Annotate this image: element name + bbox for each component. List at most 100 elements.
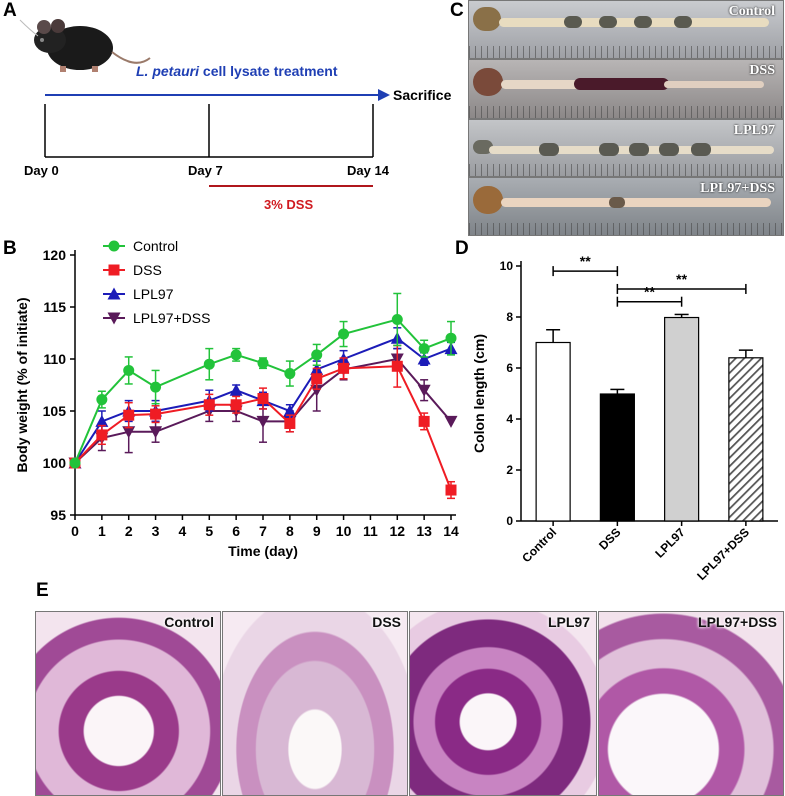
y-tick-label: 2 bbox=[506, 463, 513, 477]
x-tick-label: 6 bbox=[232, 523, 240, 539]
x-tick-label: 12 bbox=[389, 523, 405, 539]
bar bbox=[664, 316, 700, 522]
panel-c-label: C bbox=[450, 0, 464, 21]
legend-label: LPL97+DSS bbox=[133, 310, 210, 326]
x-tick-label: 7 bbox=[259, 523, 267, 539]
data-point bbox=[123, 364, 135, 376]
y-tick-label: 110 bbox=[43, 351, 66, 367]
histology-label-lpl97-dss: LPL97+DSS bbox=[698, 614, 777, 630]
histology-lpl97-dss: LPL97+DSS bbox=[598, 611, 784, 796]
significance-bracket: ** bbox=[616, 284, 683, 307]
strip-label-lpl97-dss: LPL97+DSS bbox=[700, 181, 775, 196]
dss-label: 3% DSS bbox=[264, 197, 314, 212]
data-point bbox=[445, 484, 457, 496]
day-0-label: Day 0 bbox=[24, 163, 59, 178]
data-point bbox=[150, 408, 162, 420]
histology-control: Control bbox=[35, 611, 221, 796]
legend-marker bbox=[107, 287, 121, 300]
y-tick-label: 6 bbox=[506, 361, 513, 375]
data-point bbox=[311, 373, 323, 385]
y-tick-label: 100 bbox=[43, 455, 67, 471]
bar bbox=[599, 393, 635, 522]
strip-label-control: Control bbox=[728, 4, 775, 19]
panel-a-label: A bbox=[3, 0, 17, 21]
significance-label: ** bbox=[676, 271, 687, 287]
panel-d-label: D bbox=[455, 238, 469, 259]
data-point bbox=[96, 394, 108, 406]
data-point bbox=[123, 409, 135, 421]
data-point bbox=[338, 362, 350, 374]
panel-a-timeline bbox=[19, 19, 390, 187]
data-point bbox=[257, 393, 269, 405]
bar bbox=[535, 341, 571, 522]
panel-b-label: B bbox=[3, 238, 17, 259]
treatment-label: L. petauri cell lysate treatment bbox=[136, 63, 338, 79]
data-point bbox=[229, 383, 243, 396]
data-point bbox=[391, 360, 403, 372]
x-tick-label: 5 bbox=[205, 523, 213, 539]
data-point bbox=[203, 358, 215, 370]
legend-item: LPL97+DSS bbox=[103, 310, 210, 326]
y-tick-label: 0 bbox=[506, 514, 513, 528]
legend-item: Control bbox=[103, 238, 178, 254]
y-tick-label: 10 bbox=[500, 259, 514, 273]
timeline-arrow-head bbox=[378, 89, 390, 101]
data-point bbox=[338, 328, 350, 340]
x-tick-label: 2 bbox=[125, 523, 133, 539]
x-tick-label: DSS bbox=[596, 525, 623, 552]
sacrifice-label: Sacrifice bbox=[393, 87, 452, 103]
x-tick-label: 10 bbox=[336, 523, 352, 539]
mouse-icon bbox=[19, 19, 151, 72]
data-point bbox=[444, 415, 458, 428]
significance-bracket: ** bbox=[616, 271, 747, 294]
series-control bbox=[69, 292, 457, 469]
x-tick-label: 9 bbox=[313, 523, 321, 539]
data-point bbox=[284, 417, 296, 429]
data-point bbox=[310, 384, 324, 397]
y-tick-label: 4 bbox=[506, 412, 513, 426]
strip-label-dss: DSS bbox=[749, 63, 775, 78]
legend-marker bbox=[108, 264, 120, 276]
colon-photo-lpl97: LPL97 bbox=[468, 119, 784, 177]
x-tick-label: 11 bbox=[363, 523, 378, 539]
data-point bbox=[418, 415, 430, 427]
data-point bbox=[149, 426, 163, 439]
histology-label-dss: DSS bbox=[372, 614, 401, 630]
data-point bbox=[445, 332, 457, 344]
data-point bbox=[122, 426, 136, 439]
histology-label-control: Control bbox=[164, 614, 214, 630]
x-tick-label: 0 bbox=[71, 523, 79, 539]
y-axis-title: Colon length (cm) bbox=[471, 334, 487, 453]
data-point bbox=[256, 415, 270, 428]
data-point bbox=[69, 457, 81, 469]
data-point bbox=[257, 357, 269, 369]
data-point bbox=[284, 368, 296, 380]
x-tick-label: LPL97+DSS bbox=[694, 525, 752, 583]
y-tick-label: 95 bbox=[50, 507, 66, 523]
x-tick-label: 13 bbox=[416, 523, 432, 539]
x-tick-label: 4 bbox=[179, 523, 187, 539]
x-axis-title: Time (day) bbox=[228, 543, 298, 559]
x-tick-label: 1 bbox=[98, 523, 106, 539]
histology-dss: DSS bbox=[222, 611, 408, 796]
x-tick-label: 8 bbox=[286, 523, 294, 539]
y-tick-label: 120 bbox=[43, 247, 67, 263]
bar bbox=[728, 357, 764, 522]
y-axis-title: Body weight (% of initiate) bbox=[14, 298, 30, 473]
colon-photo-lpl97-dss: LPL97+DSS bbox=[468, 177, 784, 236]
significance-label: ** bbox=[644, 284, 655, 300]
data-point bbox=[95, 414, 109, 427]
data-point bbox=[311, 349, 323, 361]
y-tick-label: 105 bbox=[43, 403, 67, 419]
data-point bbox=[391, 313, 403, 325]
legend-marker bbox=[107, 312, 121, 325]
x-tick-label: 3 bbox=[152, 523, 160, 539]
histology-label-lpl97: LPL97 bbox=[547, 614, 590, 630]
data-point bbox=[150, 381, 162, 393]
colon-photo-dss: DSS bbox=[468, 59, 784, 119]
legend-label: LPL97 bbox=[133, 286, 174, 302]
histology-lpl97: LPL97 bbox=[409, 611, 597, 796]
data-point bbox=[417, 352, 431, 365]
day-14-label: Day 14 bbox=[347, 163, 389, 178]
